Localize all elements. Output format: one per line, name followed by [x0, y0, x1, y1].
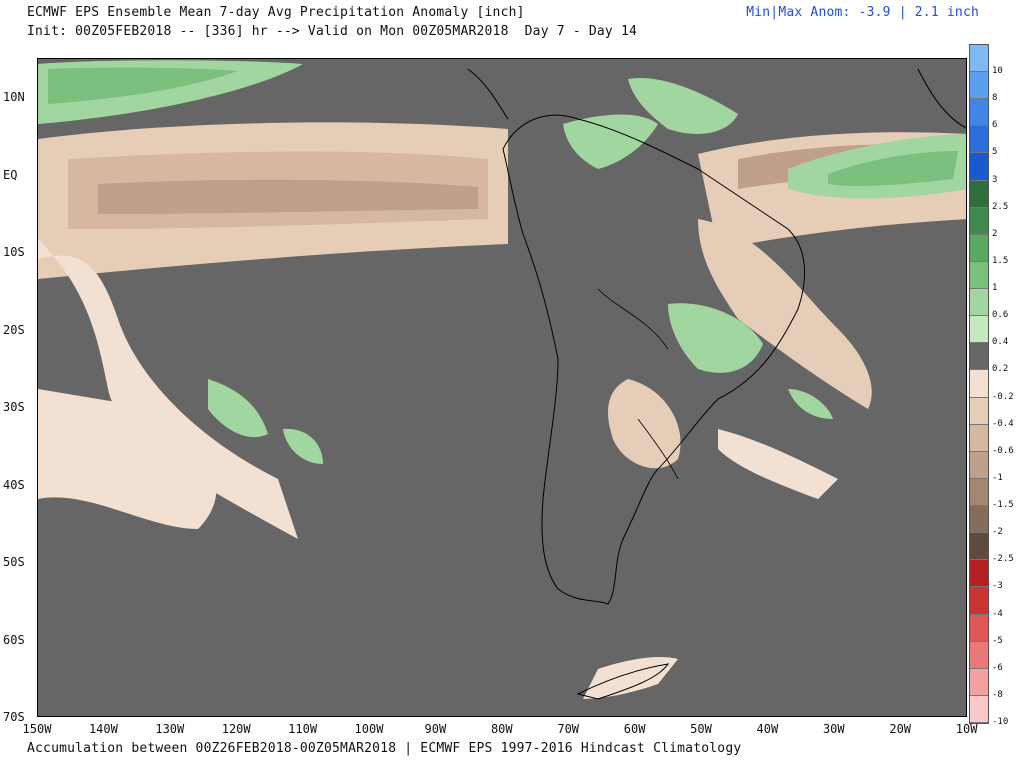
latitude-label: 60S	[3, 632, 25, 647]
colorbar-swatch	[970, 587, 988, 615]
longitude-label: 20W	[889, 722, 912, 736]
colorbar-label: -1.5	[992, 500, 1014, 511]
latitude-label: 70S	[3, 710, 25, 724]
minmax-anomaly: Min|Max Anom: -3.9 | 2.1 inch	[746, 5, 979, 20]
colorbar-swatch	[970, 234, 988, 262]
colorbar-label: -8	[992, 689, 1003, 700]
colorbar-label: -2	[992, 527, 1003, 538]
colorbar-swatch	[970, 506, 988, 534]
longitude-label: 30W	[822, 722, 845, 736]
longitude-label: 40W	[756, 722, 779, 736]
colorbar-label: -2.5	[992, 554, 1014, 565]
latitude-label: 40S	[3, 477, 25, 492]
coastline-south-america	[502, 114, 806, 605]
colorbar-swatch	[970, 153, 988, 181]
colorbar-swatch	[970, 641, 988, 669]
colorbar-swatch	[970, 478, 988, 507]
colorbar-label: -0.2	[992, 391, 1014, 402]
colorbar-swatch	[970, 424, 988, 452]
colorbar-label: 2	[992, 228, 998, 239]
colorbar-swatch	[970, 99, 988, 127]
colorbar-label: 8	[992, 93, 998, 104]
colorbar-label: -4	[992, 608, 1003, 619]
colorbar-swatch	[970, 451, 988, 479]
coastline-antarctic-peninsula	[576, 663, 670, 700]
longitude-label: 140W	[88, 722, 118, 736]
longitude-label: 100W	[354, 722, 384, 736]
colorbar	[969, 44, 989, 724]
colorbar-swatch	[970, 370, 988, 398]
map-subtitle: Init: 00Z05FEB2018 -- [336] hr --> Valid…	[27, 24, 638, 39]
latitude-label: EQ	[3, 167, 18, 182]
colorbar-label: 1.5	[992, 255, 1009, 266]
colorbar-swatch	[970, 289, 988, 317]
colorbar-label: 0.2	[992, 364, 1009, 375]
colorbar-label: 1	[992, 283, 998, 294]
colorbar-swatch	[970, 343, 988, 371]
colorbar-label: 3	[992, 174, 998, 185]
longitude-label: 60W	[623, 722, 646, 736]
longitude-label: 130W	[155, 722, 185, 736]
colorbar-label: 0.6	[992, 310, 1009, 321]
latitude-label: 20S	[3, 322, 25, 337]
colorbar-label: 10	[992, 66, 1003, 77]
latitude-label: 30S	[3, 400, 25, 414]
latitude-label: 10N	[3, 90, 25, 104]
longitude-label: 80W	[490, 722, 513, 736]
colorbar-label: -1	[992, 472, 1003, 483]
colorbar-label: 5	[992, 147, 998, 158]
colorbar-label: 0.4	[992, 337, 1009, 348]
longitude-label: 150W	[22, 722, 52, 736]
colorbar-swatch	[970, 207, 988, 235]
accumulation-footer: Accumulation between 00Z26FEB2018-00Z05M…	[27, 741, 742, 756]
colorbar-swatch	[970, 316, 988, 344]
colorbar-swatch	[970, 45, 988, 73]
colorbar-label: 6	[992, 120, 998, 131]
latitude-label: 10S	[3, 245, 25, 259]
colorbar-swatch	[970, 560, 988, 588]
colorbar-swatch	[970, 695, 988, 723]
precipitation-anomaly-map	[37, 58, 967, 717]
map-title: ECMWF EPS Ensemble Mean 7-day Avg Precip…	[27, 5, 525, 20]
longitude-label: 50W	[690, 722, 712, 736]
colorbar-label: -5	[992, 635, 1003, 646]
colorbar-swatch	[970, 533, 988, 561]
colorbar-swatch	[970, 614, 988, 642]
colorbar-label: -0.6	[992, 445, 1014, 456]
longitude-label: 10W	[955, 722, 978, 736]
colorbar-swatch	[970, 180, 988, 208]
colorbar-swatch	[970, 126, 988, 154]
colorbar-label: -0.4	[992, 418, 1014, 429]
colorbar-swatch	[970, 72, 988, 100]
latitude-label: 50S	[3, 555, 25, 569]
colorbar-label: -10	[992, 717, 1009, 727]
colorbar-label: -6	[992, 662, 1003, 673]
colorbar-swatch	[970, 397, 988, 425]
longitude-label: 120W	[221, 722, 251, 736]
longitude-label: 110W	[288, 722, 318, 736]
colorbar-swatch	[970, 668, 988, 696]
colorbar-label: 2.5	[992, 201, 1009, 212]
longitude-label: 70W	[557, 722, 580, 736]
longitude-label: 90W	[424, 722, 447, 736]
colorbar-label: -3	[992, 581, 1003, 592]
colorbar-swatch	[970, 261, 988, 290]
map-svg	[38, 60, 966, 700]
